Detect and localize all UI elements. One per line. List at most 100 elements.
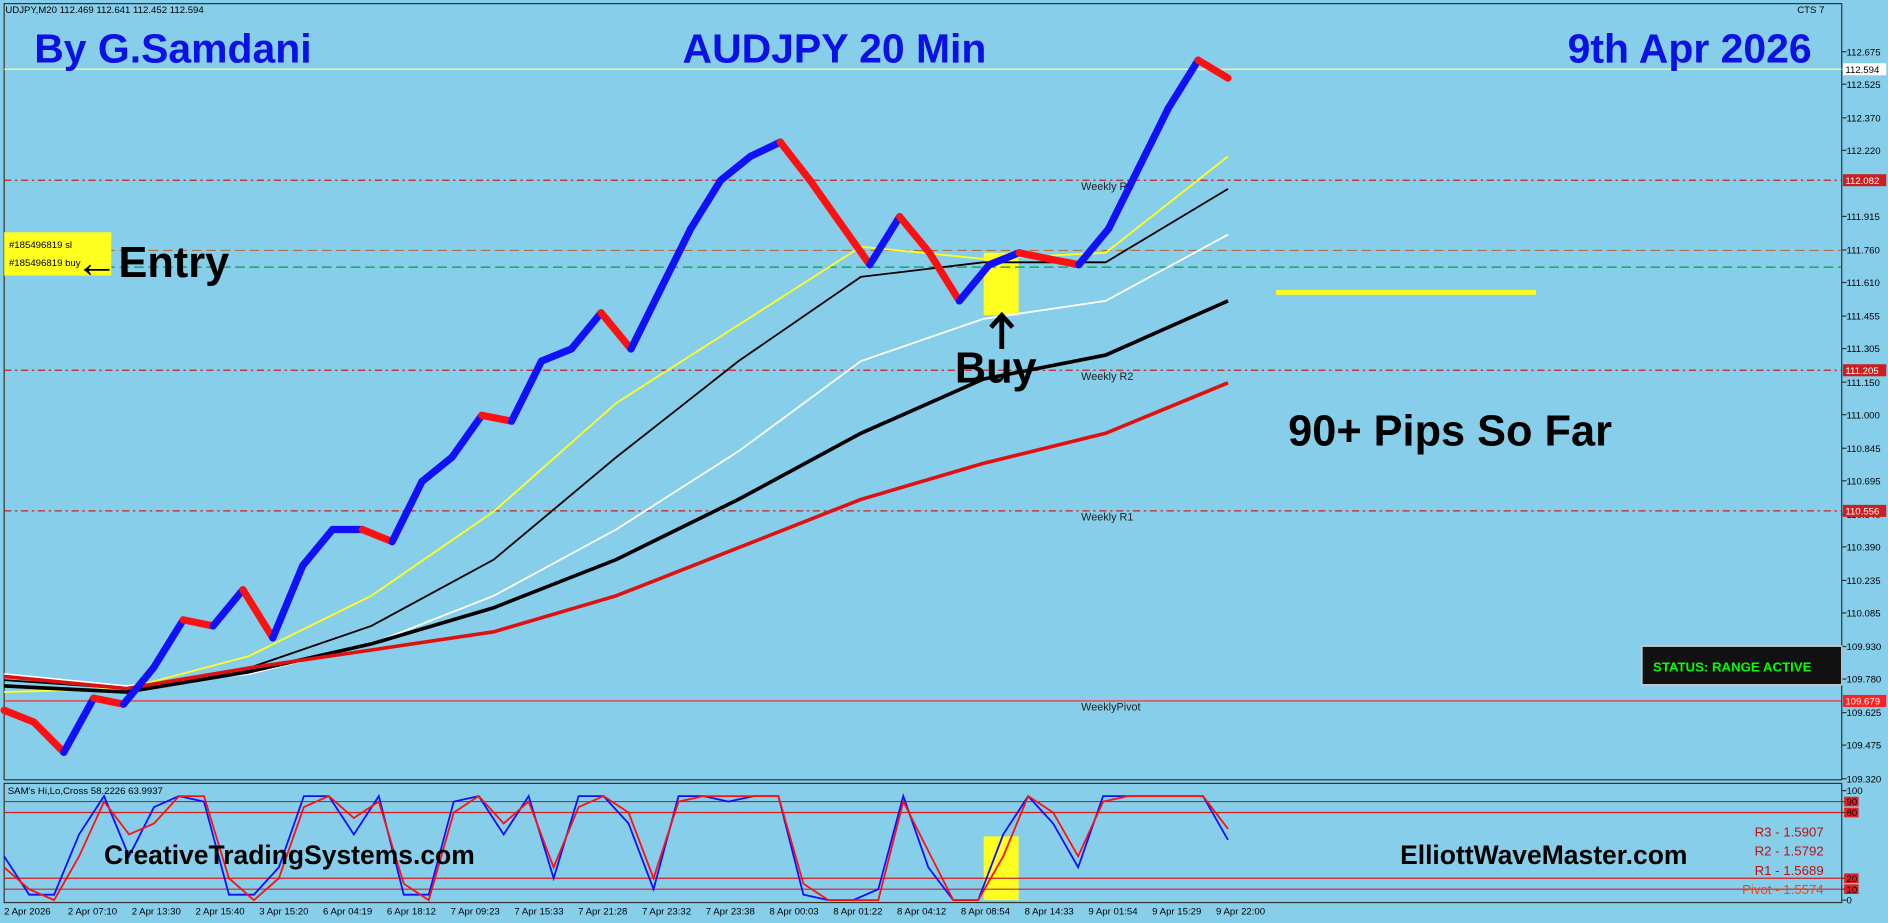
y-tick-label: 111.760 [1847,246,1880,257]
x-tick-label: 9 Apr 15:29 [1152,907,1201,918]
price-segment [269,562,307,642]
price-tag-label: 109.679 [1845,697,1880,708]
price-segment [1104,164,1143,233]
level-name: Weekly R3 [1081,181,1133,193]
x-tick-label: 8 Apr 08:54 [961,907,1011,918]
y-tick-label: 109.930 [1847,642,1882,653]
price-segment [866,213,904,269]
tick-tag [1844,884,1859,894]
x-tick-label: 7 Apr 23:32 [642,907,691,918]
pivot-label: R2 - 1.5792 [1755,844,1824,859]
price-tag [1842,504,1887,517]
x-tick-label: 2 Apr 07:10 [68,907,117,918]
title: AUDJPY 20 Min [683,26,987,72]
status: STATUS: RANGE ACTIVE [1653,659,1812,674]
price-segment [299,525,337,570]
price-segment [1045,255,1083,269]
price-segment [418,453,456,486]
x-tick-label: 3 Apr 15:20 [259,907,308,918]
price-segment [627,285,665,353]
x-tick-label: 6 Apr 18:12 [387,907,436,918]
price-segment [448,411,486,461]
price-segment [149,616,187,672]
y-tick-label: 0 [1847,896,1852,907]
price-segment [90,694,128,708]
price-segment [478,411,516,425]
x-tick-label: 7 Apr 09:23 [451,907,500,918]
x-tick-label: 2 Apr 2026 [4,907,50,918]
y-tick-label: 112.370 [1847,113,1881,124]
site-left: CreativeTradingSystems.com [104,840,475,870]
main-frame [3,3,1843,781]
y-tick-label: 111.915 [1847,212,1880,223]
price-tag-label: 110.556 [1845,506,1879,517]
price-segment [657,225,695,293]
price-segment [388,477,426,546]
buy-label: Buy [955,345,1037,393]
order-sl: #185496819 sl [9,240,72,251]
indicator-name: CTS 7 [1797,5,1824,16]
y-tick-label: 110.845 [1847,444,1881,455]
y-tick-label: 80 [1847,808,1858,819]
price-tag [1842,694,1887,707]
x-tick-label: 8 Apr 01:22 [833,907,882,918]
price-segment [1134,104,1172,173]
price-segment [716,152,755,185]
order-buy: #185496819 buy [9,258,81,269]
y-tick-label: 109.320 [1847,774,1882,785]
price-tag [1842,174,1887,187]
price-segment [239,586,277,642]
y-tick-label: 111.150 [1847,378,1880,389]
price-segment [896,213,934,257]
level-name: Weekly R2 [1081,371,1133,383]
indicator-highlight [983,836,1019,901]
pips-label: 90+ Pips So Far [1288,407,1612,455]
level-name: WeeklyPivot [1081,702,1140,714]
price-tag [1842,364,1887,377]
price-segment [209,586,247,630]
tick-tag [1844,807,1859,818]
order-box [4,232,112,276]
series-line [3,793,1229,902]
x-tick-label: 8 Apr 04:12 [897,907,946,918]
y-tick-label: 109.475 [1847,741,1882,752]
symbol-info: UDJPY,M20 112.469 112.641 112.452 112.59… [5,5,204,16]
price-segment [567,309,605,353]
y-tick-label: 112.675 [1847,47,1881,58]
price-segment [925,249,963,305]
x-tick-label: 7 Apr 15:33 [514,907,563,918]
y-tick-label: 109.780 [1847,675,1882,686]
date: 9th Apr 2026 [1568,26,1812,72]
price-segment [597,309,635,353]
x-tick-label: 9 Apr 01:54 [1088,907,1138,918]
y-tick-label: 109.625 [1847,708,1882,719]
x-tick-label: 2 Apr 15:40 [195,907,244,918]
y-tick-label: 111.305 [1847,344,1880,355]
indicator-title: SAM's Hi,Lo,Cross 58.2226 63.9937 [8,786,163,797]
price-segment [119,664,158,708]
price-segment [507,357,546,425]
x-tick-label: 8 Apr 14:33 [1025,907,1074,918]
price-segment [537,345,575,365]
price-segment [806,176,844,227]
y-tick-label: 110.390 [1847,542,1881,553]
price-tag-label: 111.205 [1845,366,1878,377]
price-segment [30,718,68,756]
buy-arrow [989,311,1015,349]
price-segment [0,706,38,726]
indicator-frame [3,782,1843,904]
author: By G.Samdani [34,26,311,72]
price-segment [1015,249,1053,263]
series-line [3,794,1229,902]
pivot-label: R3 - 1.5907 [1755,824,1824,839]
y-tick-label: 100 [1847,786,1863,797]
last-price-label: 112.594 [1845,65,1880,76]
tick-tag [1844,796,1859,807]
status-box [1641,645,1843,686]
y-tick-label: 110.235 [1847,576,1881,587]
y-tick-label: 10 [1847,885,1858,896]
x-tick-label: 9 Apr 22:00 [1216,907,1265,918]
price-segment [358,525,396,546]
